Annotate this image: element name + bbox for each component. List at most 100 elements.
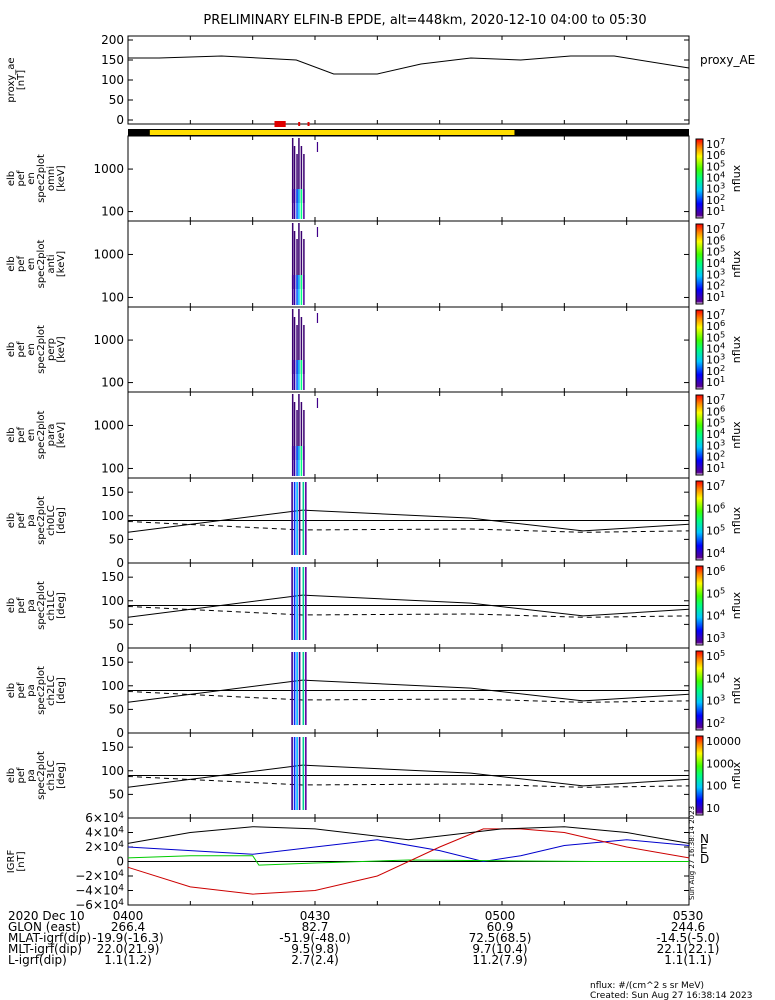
colorbar-label: nflux	[730, 506, 743, 534]
colorbar-tick-label: 103	[706, 266, 725, 281]
spectrogram-cell	[293, 737, 296, 810]
anti-loss-cone-line	[127, 775, 690, 788]
plot-frame	[127, 391, 690, 479]
loss-cone-line	[127, 509, 690, 533]
colorbar	[695, 480, 704, 561]
spectrogram-cell	[296, 154, 298, 203]
colorbar-tick-label: 105	[706, 244, 725, 259]
event-marker	[298, 122, 301, 126]
y-axis-label: para	[46, 424, 57, 447]
spectrogram-cell	[293, 317, 296, 374]
units-footnote: nflux: #/(cm^2 s sr MeV)	[590, 981, 704, 991]
spectrogram-cell	[291, 275, 294, 305]
colorbar-tick-label: 104	[706, 341, 725, 356]
y-axis-label: ch3LC	[46, 760, 57, 791]
colorbar-label: nflux	[730, 761, 743, 789]
spectrogram-cell	[316, 313, 319, 323]
colorbar-tick-label: 103	[706, 181, 725, 196]
panel-IGRF: IGRF [nT] 6×1044×1042×1040−2×104−4×104−6×1…	[6, 811, 709, 912]
colorbar	[695, 735, 704, 816]
ephemeris-value: -19.9(-16.3)	[92, 931, 163, 945]
series-line-proxy-ae	[128, 55, 690, 75]
legend-E: E	[700, 842, 708, 856]
legend-D: D	[700, 852, 709, 866]
y-tick-label: 1000	[93, 162, 124, 176]
y-axis-label: pa	[26, 684, 37, 696]
ephemeris-row-label: L-igrf(dip)	[8, 953, 67, 967]
colorbar-tick-label: 104	[706, 426, 725, 441]
spectrogram-cell	[291, 737, 293, 810]
ephemeris-row-label: GLON (east)	[8, 920, 81, 934]
y-tick-label: 100	[101, 509, 124, 523]
y-tick-label: 150	[101, 740, 124, 754]
spectrogram-cell	[296, 737, 298, 810]
spectrogram-cell	[296, 275, 298, 305]
y-axis-label: proxy_ae	[6, 57, 17, 102]
colorbar-tick-label: 107	[706, 478, 725, 493]
spectrogram-cell	[298, 567, 301, 640]
spectrogram-cell	[298, 223, 300, 289]
ephemeris-value: 11.2(7.9)	[472, 953, 527, 967]
colorbar-label: nflux	[730, 164, 743, 192]
panel-elb_pef_en_spec2plot_para: elb pef en spec2plot para [keV] 10001001071061…	[6, 391, 743, 479]
y-axis-label: pa	[26, 769, 37, 781]
y-axis-label: pef	[16, 256, 27, 273]
ephemeris-value: 9.7(10.4)	[472, 942, 527, 956]
spectrogram-cell	[303, 360, 305, 390]
spectrogram-cell	[291, 223, 294, 289]
colorbar-label: nflux	[730, 591, 743, 619]
colorbar-tick-label: 102	[706, 715, 725, 730]
y-axis-label: [keV]	[56, 336, 67, 362]
y-axis-label: elb	[6, 342, 17, 357]
ephemeris-row-label: 2020 Dec 10	[8, 909, 85, 923]
y-tick-label: 150	[101, 655, 124, 669]
spectrogram-cell	[303, 239, 305, 289]
colorbar-tick-label: 106	[706, 500, 725, 515]
y-axis-label: pef	[16, 767, 27, 784]
y-axis-label: elb	[6, 513, 17, 528]
colorbar-label: nflux	[730, 676, 743, 704]
y-axis-label: anti	[46, 254, 57, 273]
y-tick-label: 100	[101, 679, 124, 693]
y-axis-label: [nT]	[16, 851, 27, 871]
spectrogram-cell	[300, 146, 303, 203]
panel-elb_pef_pa_spec2plot_ch3LC: elb pef pa spec2plot ch3LC [deg] 150 100 50 10000…	[6, 732, 743, 819]
y-tick-label: 200	[101, 33, 124, 47]
colorbar-tick-label: 107	[706, 392, 725, 407]
y-axis-label: pef	[16, 682, 27, 699]
y-axis-label: [deg]	[56, 677, 67, 704]
loss-cone-line	[127, 764, 690, 788]
ephemeris-value: 266.4	[111, 920, 145, 934]
y-axis-label: [deg]	[56, 507, 67, 534]
y-axis-label: elb	[6, 598, 17, 613]
spectrogram-cell	[296, 482, 298, 555]
anti-loss-cone-line	[127, 690, 690, 703]
colorbar	[695, 138, 704, 219]
colorbar-tick-label: 107	[706, 136, 725, 151]
colorbar-tick-label: 103	[706, 630, 725, 645]
y-axis-label: en	[26, 429, 37, 442]
ephemeris-value: 22.0(21.9)	[97, 942, 160, 956]
spectrogram-cell	[302, 652, 305, 725]
ephemeris-value: 9.5(9.8)	[291, 942, 339, 956]
y-tick-label: 0	[116, 113, 124, 127]
ephemeris-value: 60.9	[487, 920, 514, 934]
colorbar-tick-label: 105	[706, 523, 725, 538]
y-axis-label: en	[26, 172, 37, 185]
colorbar-tick-label: 106	[706, 563, 725, 578]
colorbar-tick-label: 101	[706, 374, 725, 389]
series-line-D	[127, 828, 690, 895]
spectrogram-cell	[316, 227, 319, 237]
spectrogram-cell	[305, 482, 307, 555]
spectrogram-cell	[300, 360, 303, 390]
spectrogram-cell	[316, 142, 319, 152]
colorbar-tick-label: 10000	[706, 735, 741, 748]
y-axis-label: elb	[6, 768, 17, 783]
spectrogram-cell	[293, 189, 296, 219]
spectrogram-cell	[298, 360, 300, 390]
colorbar-tick-label: 107	[706, 221, 725, 236]
colorbar-tick-label: 102	[706, 449, 725, 464]
spectrogram-cell	[300, 189, 303, 219]
y-tick-label: 150	[101, 53, 124, 67]
spectrogram-cell	[305, 737, 307, 810]
